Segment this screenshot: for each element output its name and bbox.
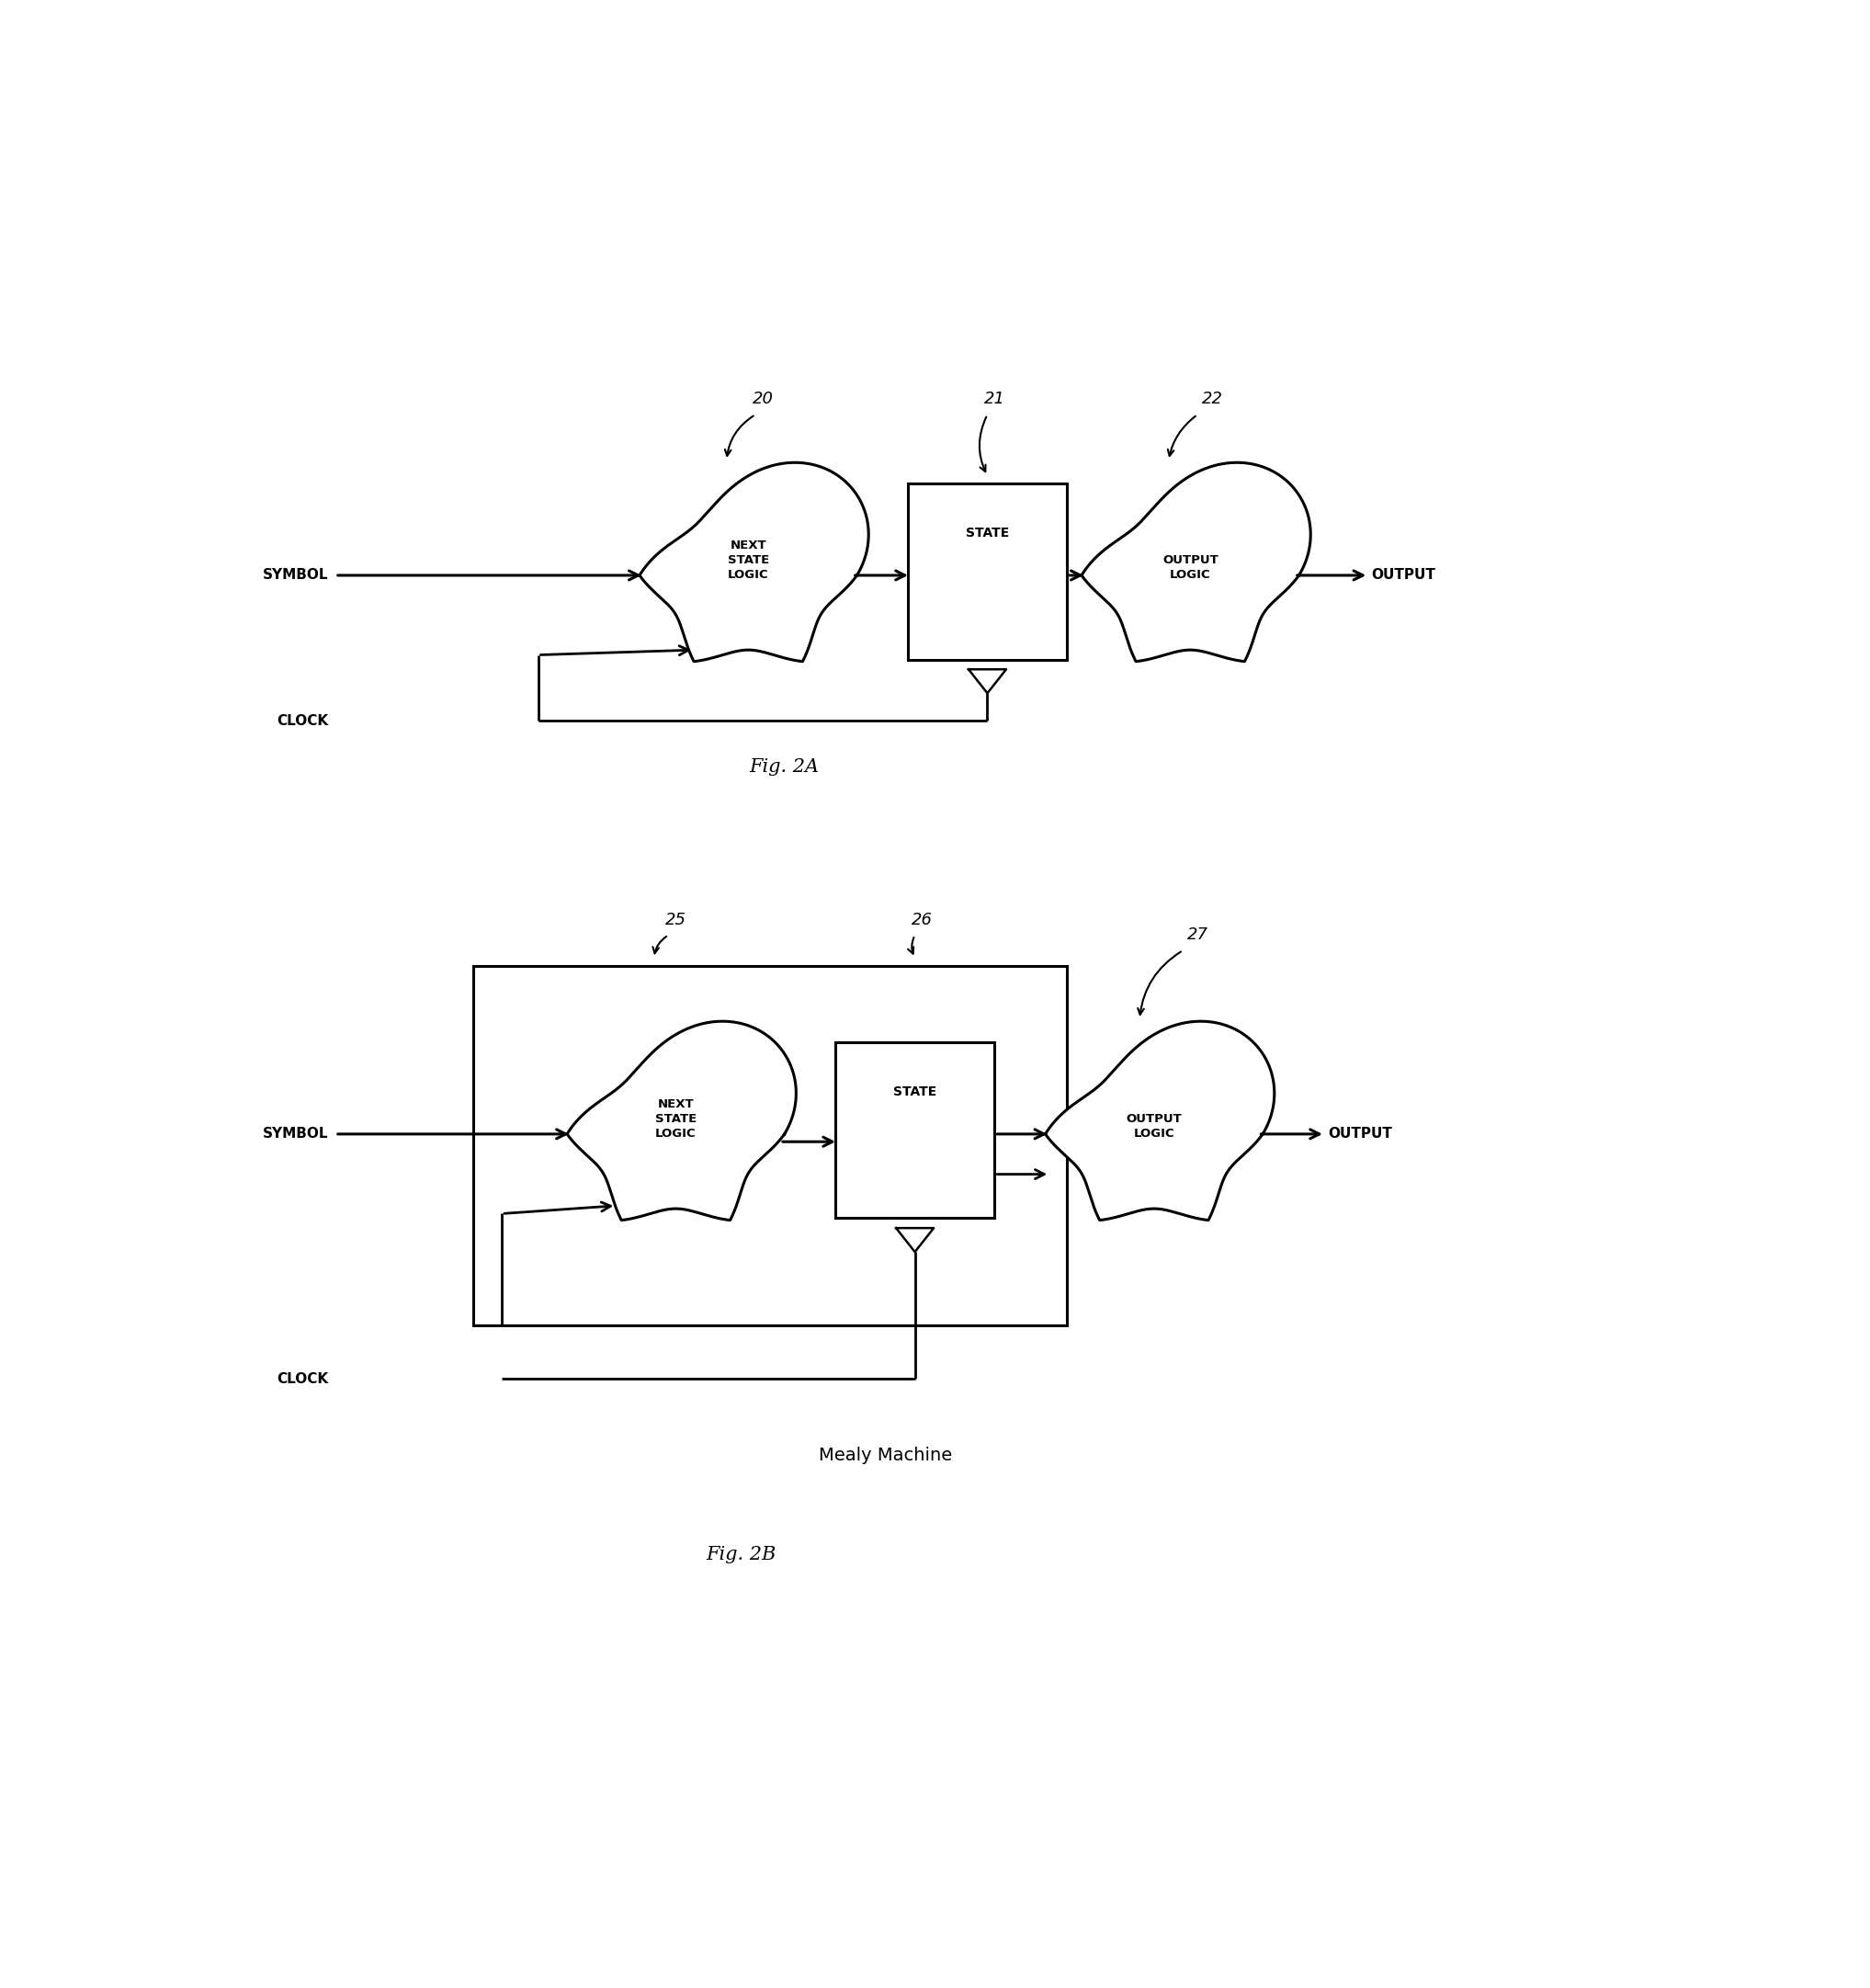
Text: OUTPUT
LOGIC: OUTPUT LOGIC [1163, 555, 1217, 580]
FancyArrowPatch shape [653, 936, 666, 954]
Text: OUTPUT: OUTPUT [1328, 1127, 1391, 1141]
Polygon shape [567, 1022, 797, 1221]
Text: SYMBOL: SYMBOL [262, 569, 327, 582]
FancyArrowPatch shape [1167, 415, 1195, 455]
Text: Fig. 2B: Fig. 2B [705, 1547, 776, 1565]
Text: STATE: STATE [894, 1085, 937, 1097]
Text: CLOCK: CLOCK [277, 714, 327, 728]
FancyArrowPatch shape [980, 417, 985, 471]
Polygon shape [969, 670, 1006, 694]
Text: Fig. 2A: Fig. 2A [750, 757, 819, 775]
Text: NEXT
STATE
LOGIC: NEXT STATE LOGIC [727, 539, 769, 580]
Text: 26: 26 [911, 911, 933, 928]
Text: 25: 25 [666, 911, 686, 928]
Text: 21: 21 [984, 392, 1006, 408]
FancyArrowPatch shape [726, 415, 754, 455]
Bar [907, 483, 1068, 660]
Text: OUTPUT: OUTPUT [1371, 569, 1436, 582]
Text: Mealy Machine: Mealy Machine [819, 1447, 952, 1465]
Polygon shape [1045, 1022, 1273, 1221]
Text: 27: 27 [1187, 926, 1208, 944]
Text: 20: 20 [752, 392, 774, 408]
Text: OUTPUT
LOGIC: OUTPUT LOGIC [1126, 1113, 1182, 1139]
Text: 22: 22 [1201, 392, 1223, 408]
FancyArrowPatch shape [1137, 952, 1180, 1014]
Text: NEXT
STATE
LOGIC: NEXT STATE LOGIC [654, 1097, 696, 1139]
Text: STATE: STATE [965, 527, 1010, 539]
Text: SYMBOL: SYMBOL [262, 1127, 327, 1141]
FancyArrowPatch shape [909, 938, 914, 954]
Polygon shape [896, 1229, 933, 1252]
Polygon shape [640, 463, 868, 662]
Text: CLOCK: CLOCK [277, 1372, 327, 1386]
Bar [473, 966, 1068, 1326]
Bar [836, 1042, 995, 1219]
Polygon shape [1081, 463, 1311, 662]
